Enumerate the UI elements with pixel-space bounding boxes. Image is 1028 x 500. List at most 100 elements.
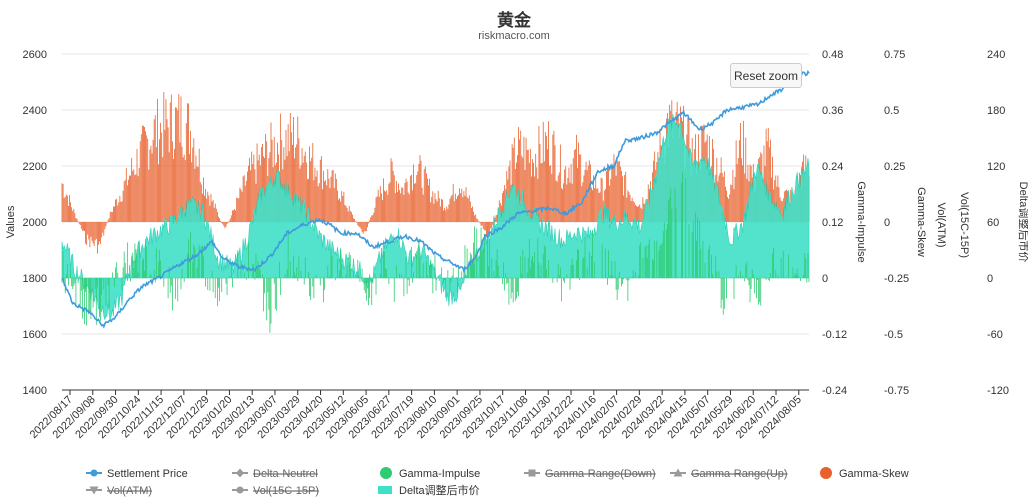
- gamma-skew-bar: [354, 218, 355, 222]
- gamma-skew-bar: [138, 167, 140, 222]
- legend-item[interactable]: Delta-Neutrel: [232, 468, 318, 480]
- gamma-skew-bar: [625, 171, 627, 222]
- gamma-impulse-bar: [292, 276, 293, 278]
- gamma-skew-bar: [120, 201, 122, 222]
- legend-item[interactable]: Vol(ATM): [86, 485, 152, 497]
- legend-item[interactable]: Delta调整后市价: [378, 483, 480, 497]
- gamma-skew-bar: [203, 177, 204, 222]
- gamma-skew-bar: [425, 173, 427, 222]
- gamma-impulse-bar: [497, 265, 499, 278]
- gamma-skew-bar: [484, 222, 486, 231]
- gamma-skew-bar: [529, 148, 531, 222]
- gamma-skew-bar: [134, 174, 136, 222]
- gamma-skew-bar: [151, 153, 153, 222]
- gamma-skew-bar: [234, 209, 235, 222]
- gamma-impulse-bar: [780, 257, 782, 278]
- gamma-skew-bar: [255, 183, 257, 222]
- gamma-skew-bar: [436, 201, 438, 222]
- gamma-skew-bar: [407, 192, 409, 222]
- gamma-impulse-bar: [268, 278, 270, 310]
- gamma-impulse-bar: [592, 229, 593, 278]
- gamma-skew-bar: [439, 206, 441, 222]
- gamma-skew-bar: [182, 157, 184, 222]
- gamma-impulse-bar: [455, 277, 457, 278]
- gamma-impulse-bar: [270, 278, 272, 324]
- legend-item[interactable]: Vol(15C-15P): [232, 485, 319, 497]
- gamma-skew-bar: [156, 98, 158, 222]
- gamma-impulse-bar: [467, 265, 469, 278]
- gamma-impulse-bar: [315, 274, 317, 278]
- gamma-impulse-bar: [324, 278, 325, 290]
- gamma-impulse-bar: [345, 274, 347, 278]
- legend-item[interactable]: Settlement Price: [86, 468, 188, 480]
- gamma-skew-bar: [160, 122, 161, 222]
- gamma-skew-bar: [108, 218, 110, 222]
- legend-label: Gamma-Impulse: [399, 468, 480, 480]
- gamma-impulse-bar: [371, 278, 373, 306]
- gamma-impulse-bar: [286, 269, 288, 278]
- gamma-skew-bar: [219, 218, 220, 222]
- gamma-impulse-bar: [385, 268, 387, 278]
- gamma-impulse-bar: [557, 263, 559, 278]
- gamma-skew-bar: [222, 222, 224, 225]
- gamma-impulse-bar: [696, 240, 697, 278]
- gamma-impulse-bar: [207, 278, 209, 291]
- gamma-impulse-tick-label: 0.24: [822, 161, 843, 173]
- gamma-skew-bar: [133, 169, 135, 222]
- gamma-impulse-bar: [669, 197, 671, 278]
- gamma-skew-bar: [414, 183, 416, 222]
- gamma-skew-bar: [479, 222, 481, 224]
- gamma-impulse-bar: [228, 276, 230, 278]
- gamma-skew-bar: [437, 190, 439, 222]
- gamma-skew-bar: [592, 190, 593, 222]
- gamma-skew-bar: [535, 153, 537, 222]
- reset-zoom-button[interactable]: Reset zoom: [730, 63, 802, 88]
- gamma-skew-bar: [80, 222, 82, 229]
- gamma-skew-bar: [727, 197, 728, 222]
- gamma-impulse-bar: [512, 278, 514, 303]
- legend-item[interactable]: Gamma-Skew: [820, 467, 909, 480]
- gamma-skew-bar: [179, 142, 181, 222]
- gamma-skew-bar: [296, 144, 298, 222]
- gamma-impulse-series: [61, 172, 810, 333]
- gamma-impulse-bar: [150, 273, 152, 278]
- gamma-skew-bar: [509, 160, 511, 222]
- gamma-skew-bar: [342, 196, 344, 222]
- gamma-impulse-bar: [715, 255, 717, 278]
- gamma-skew-bar: [410, 174, 412, 222]
- gamma-impulse-bar: [570, 264, 572, 278]
- gamma-skew-bar: [548, 121, 549, 222]
- gamma-skew-bar: [472, 206, 473, 222]
- legend-item[interactable]: Gamma-Range(Up): [670, 468, 788, 480]
- gamma-impulse-bar: [450, 278, 452, 283]
- gamma-skew-bar: [422, 194, 424, 222]
- gamma-skew-bar: [132, 170, 134, 222]
- gamma-skew-bar: [537, 178, 539, 222]
- gamma-impulse-bar: [749, 278, 751, 303]
- gamma-skew-bar: [237, 198, 239, 222]
- gamma-skew-bar: [326, 185, 328, 222]
- gamma-impulse-bar: [708, 244, 710, 278]
- gamma-skew-bar: [307, 179, 308, 222]
- gamma-skew-bar: [494, 217, 496, 222]
- gamma-skew-bar: [315, 176, 317, 222]
- gamma-impulse-bar: [656, 240, 658, 278]
- gamma-skew-bar: [473, 211, 474, 222]
- gamma-skew-bar: [162, 157, 164, 222]
- gamma-skew-bar: [335, 178, 337, 222]
- gamma-skew-bar: [176, 107, 178, 222]
- gamma-skew-bar: [619, 166, 621, 222]
- gamma-skew-bar: [77, 221, 79, 222]
- gamma-skew-bar: [100, 222, 101, 244]
- gamma-skew-bar: [516, 162, 517, 222]
- legend-item[interactable]: Gamma-Impulse: [380, 467, 480, 480]
- legend-item[interactable]: Gamma-Range(Down): [524, 468, 656, 480]
- gamma-skew-bar: [131, 158, 133, 222]
- gamma-impulse-bar: [487, 227, 488, 278]
- gamma-skew-bar: [148, 169, 150, 222]
- gamma-impulse-bar: [135, 249, 137, 278]
- gamma-skew-tick-label: 0.5: [884, 105, 899, 117]
- gamma-skew-bar: [476, 218, 478, 222]
- gamma-impulse-bar: [759, 278, 761, 303]
- gamma-skew-bar: [71, 207, 73, 222]
